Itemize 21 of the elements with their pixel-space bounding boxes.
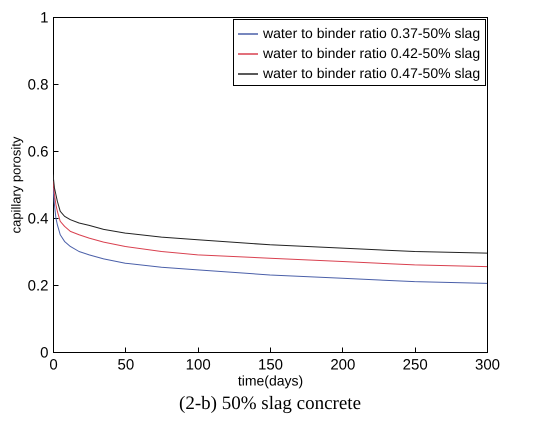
line-series bbox=[53, 174, 487, 254]
y-tick-label: 0.8 bbox=[28, 76, 48, 94]
y-tick-label: 1 bbox=[40, 10, 48, 26]
y-tick-label: 0 bbox=[40, 344, 48, 362]
x-tick-label: 200 bbox=[330, 356, 356, 374]
y-tick-label: 0.4 bbox=[28, 210, 48, 228]
legend-label: water to binder ratio 0.37-50% slag bbox=[262, 25, 480, 41]
legend-label: water to binder ratio 0.42-50% slag bbox=[262, 45, 480, 61]
x-axis-title: time(days) bbox=[238, 372, 304, 388]
y-tick-label: 0.2 bbox=[28, 278, 48, 294]
x-tick-label: 100 bbox=[186, 356, 211, 374]
x-tick-label: 50 bbox=[117, 356, 134, 374]
y-tick-label: 0.6 bbox=[28, 144, 48, 160]
line-series bbox=[53, 180, 487, 268]
x-tick-label: 150 bbox=[258, 356, 284, 374]
text: (2-b) 50% slag concrete bbox=[178, 393, 362, 414]
line-series bbox=[53, 187, 487, 284]
x-tick-label: 300 bbox=[474, 356, 500, 374]
x-tick-label: 250 bbox=[402, 356, 428, 374]
legend-label: water to binder ratio 0.47-50% slag bbox=[262, 65, 480, 81]
y-axis-title: capillary porosity bbox=[8, 136, 24, 234]
